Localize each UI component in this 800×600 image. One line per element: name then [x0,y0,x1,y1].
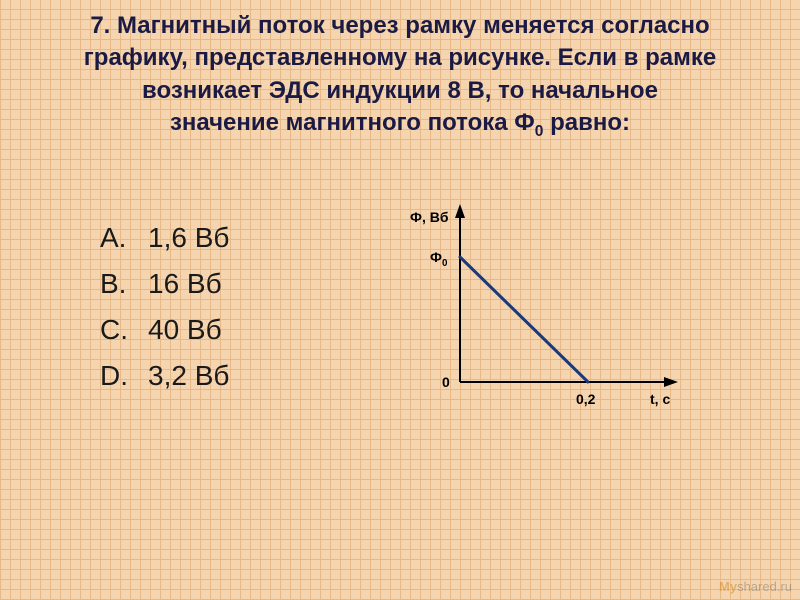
option-letter: D. [100,360,148,392]
content-area: A. 1,6 Вб B. 16 Вб C. 40 Вб D. 3,2 Вб Ф,… [0,192,800,427]
option-text: 3,2 Вб [148,360,229,392]
svg-text:Ф0: Ф0 [430,249,448,269]
option-letter: A. [100,222,148,254]
svg-text:0,2: 0,2 [576,391,596,407]
svg-text:Ф, Вб: Ф, Вб [410,209,449,225]
option-d: D. 3,2 Вб [100,360,400,392]
option-a: A. 1,6 Вб [100,222,400,254]
option-c: C. 40 Вб [100,314,400,346]
option-letter: B. [100,268,148,300]
watermark: Myshared.ru [719,579,792,594]
svg-text:t, с: t, с [650,391,670,407]
option-text: 40 Вб [148,314,222,346]
flux-chart: Ф, Вб Ф0 0 0,2 t, с [400,192,680,422]
option-letter: C. [100,314,148,346]
chart-area: Ф, Вб Ф0 0 0,2 t, с [400,192,760,427]
svg-text:0: 0 [442,374,450,390]
option-text: 1,6 Вб [148,222,229,254]
answer-options: A. 1,6 Вб B. 16 Вб C. 40 Вб D. 3,2 Вб [40,192,400,427]
option-text: 16 Вб [148,268,222,300]
option-b: B. 16 Вб [100,268,400,300]
question-title: 7. Магнитный поток через рамку меняется … [0,0,800,152]
